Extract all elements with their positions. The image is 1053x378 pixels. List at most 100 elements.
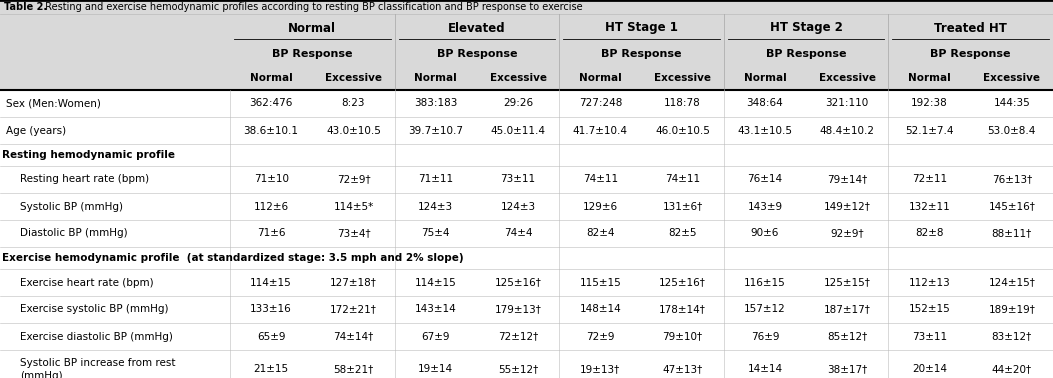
- Text: 76±14: 76±14: [748, 175, 782, 184]
- Text: 43.0±10.5: 43.0±10.5: [326, 125, 381, 135]
- Text: 145±16†: 145±16†: [989, 201, 1035, 212]
- Text: 72±9†: 72±9†: [337, 175, 371, 184]
- Text: 132±11: 132±11: [909, 201, 951, 212]
- Text: 46.0±10.5: 46.0±10.5: [655, 125, 710, 135]
- Text: 72±11: 72±11: [912, 175, 947, 184]
- Text: BP Response: BP Response: [601, 49, 681, 59]
- Text: 179±13†: 179±13†: [495, 305, 541, 314]
- Text: BP Response: BP Response: [766, 49, 847, 59]
- Bar: [0, 166, 1053, 193]
- Text: 112±6: 112±6: [254, 201, 289, 212]
- Text: Excessive: Excessive: [325, 73, 382, 83]
- Text: 92±9†: 92±9†: [831, 228, 865, 239]
- Text: BP Response: BP Response: [272, 49, 353, 59]
- Text: Systolic BP increase from rest: Systolic BP increase from rest: [20, 358, 176, 368]
- Text: 114±15: 114±15: [251, 277, 292, 288]
- Text: Excessive: Excessive: [984, 73, 1040, 83]
- Text: Normal: Normal: [415, 73, 457, 83]
- Bar: [0, 296, 1053, 323]
- Text: Diastolic BP (mmHg): Diastolic BP (mmHg): [20, 228, 127, 239]
- Text: Normal: Normal: [289, 22, 336, 34]
- Bar: [0, 220, 1053, 247]
- Text: 143±9: 143±9: [748, 201, 782, 212]
- Text: 76±9: 76±9: [751, 332, 779, 341]
- Text: (mmHg): (mmHg): [20, 371, 62, 378]
- Text: Exercise systolic BP (mmHg): Exercise systolic BP (mmHg): [20, 305, 168, 314]
- Text: 149±12†: 149±12†: [823, 201, 871, 212]
- Text: Resting heart rate (bpm): Resting heart rate (bpm): [20, 175, 150, 184]
- Text: 157±12: 157±12: [744, 305, 786, 314]
- Text: 21±15: 21±15: [254, 364, 289, 374]
- Bar: [0, 269, 1053, 296]
- Text: 74±11: 74±11: [582, 175, 618, 184]
- Text: Treated HT: Treated HT: [934, 22, 1007, 34]
- Text: 127±18†: 127±18†: [330, 277, 377, 288]
- Text: 19±14: 19±14: [418, 364, 453, 374]
- Text: 8:23: 8:23: [342, 99, 365, 108]
- Text: 67±9: 67±9: [421, 332, 450, 341]
- Text: BP Response: BP Response: [437, 49, 517, 59]
- Text: Normal: Normal: [579, 73, 621, 83]
- Text: 85±12†: 85±12†: [827, 332, 868, 341]
- Text: 362:476: 362:476: [250, 99, 293, 108]
- Text: Age (years): Age (years): [6, 125, 66, 135]
- Text: 124±3: 124±3: [418, 201, 453, 212]
- Text: Normal: Normal: [743, 73, 787, 83]
- Text: 74±11: 74±11: [665, 175, 700, 184]
- Text: 79±10†: 79±10†: [662, 332, 702, 341]
- Bar: [0, 0, 1053, 14]
- Text: HT Stage 2: HT Stage 2: [770, 22, 842, 34]
- Text: 112±13: 112±13: [909, 277, 951, 288]
- Text: 47±13†: 47±13†: [662, 364, 702, 374]
- Text: 20±14: 20±14: [912, 364, 947, 374]
- Text: 53.0±8.4: 53.0±8.4: [988, 125, 1036, 135]
- Text: 114±5*: 114±5*: [334, 201, 374, 212]
- Text: Normal: Normal: [250, 73, 293, 83]
- Text: BP Response: BP Response: [931, 49, 1011, 59]
- Text: 125±15†: 125±15†: [823, 277, 871, 288]
- Text: 74±4: 74±4: [503, 228, 533, 239]
- Text: Table 2.: Table 2.: [4, 2, 47, 12]
- Text: Elevated: Elevated: [449, 22, 505, 34]
- Text: 178±14†: 178±14†: [659, 305, 707, 314]
- Text: 383:183: 383:183: [414, 99, 457, 108]
- Text: 116±15: 116±15: [744, 277, 786, 288]
- Text: Exercise heart rate (bpm): Exercise heart rate (bpm): [20, 277, 154, 288]
- Text: 124±15†: 124±15†: [989, 277, 1035, 288]
- Text: 125±16†: 125±16†: [495, 277, 541, 288]
- Text: 133±16: 133±16: [251, 305, 292, 314]
- Text: 71±6: 71±6: [257, 228, 285, 239]
- Text: 72±9: 72±9: [587, 332, 615, 341]
- Text: 74±14†: 74±14†: [334, 332, 374, 341]
- Text: HT Stage 1: HT Stage 1: [605, 22, 678, 34]
- Text: Normal: Normal: [908, 73, 951, 83]
- Bar: [0, 350, 1053, 378]
- Text: 73±4†: 73±4†: [337, 228, 371, 239]
- Text: 129±6: 129±6: [582, 201, 618, 212]
- Text: Excessive: Excessive: [490, 73, 547, 83]
- Text: 45.0±11.4: 45.0±11.4: [491, 125, 545, 135]
- Text: 55±12†: 55±12†: [498, 364, 538, 374]
- Bar: [0, 323, 1053, 350]
- Text: 39.7±10.7: 39.7±10.7: [409, 125, 463, 135]
- Text: 88±11†: 88±11†: [992, 228, 1032, 239]
- Text: 115±15: 115±15: [579, 277, 621, 288]
- Bar: [0, 247, 1053, 269]
- Text: 172±21†: 172±21†: [330, 305, 377, 314]
- Text: 38.6±10.1: 38.6±10.1: [243, 125, 299, 135]
- Text: 82±8: 82±8: [915, 228, 943, 239]
- Text: 52.1±7.4: 52.1±7.4: [906, 125, 954, 135]
- Bar: [0, 14, 1053, 90]
- Text: 72±12†: 72±12†: [498, 332, 538, 341]
- Text: Resting and exercise hemodynamic profiles according to resting BP classification: Resting and exercise hemodynamic profile…: [42, 2, 582, 12]
- Text: 48.4±10.2: 48.4±10.2: [819, 125, 875, 135]
- Text: 82±4: 82±4: [587, 228, 615, 239]
- Text: 187±17†: 187±17†: [823, 305, 871, 314]
- Text: 41.7±10.4: 41.7±10.4: [573, 125, 628, 135]
- Text: 38±17†: 38±17†: [827, 364, 868, 374]
- Text: 71±11: 71±11: [418, 175, 453, 184]
- Text: 727:248: 727:248: [579, 99, 622, 108]
- Text: 76±13†: 76±13†: [992, 175, 1032, 184]
- Text: Sex (Men:Women): Sex (Men:Women): [6, 99, 101, 108]
- Text: 44±20†: 44±20†: [992, 364, 1032, 374]
